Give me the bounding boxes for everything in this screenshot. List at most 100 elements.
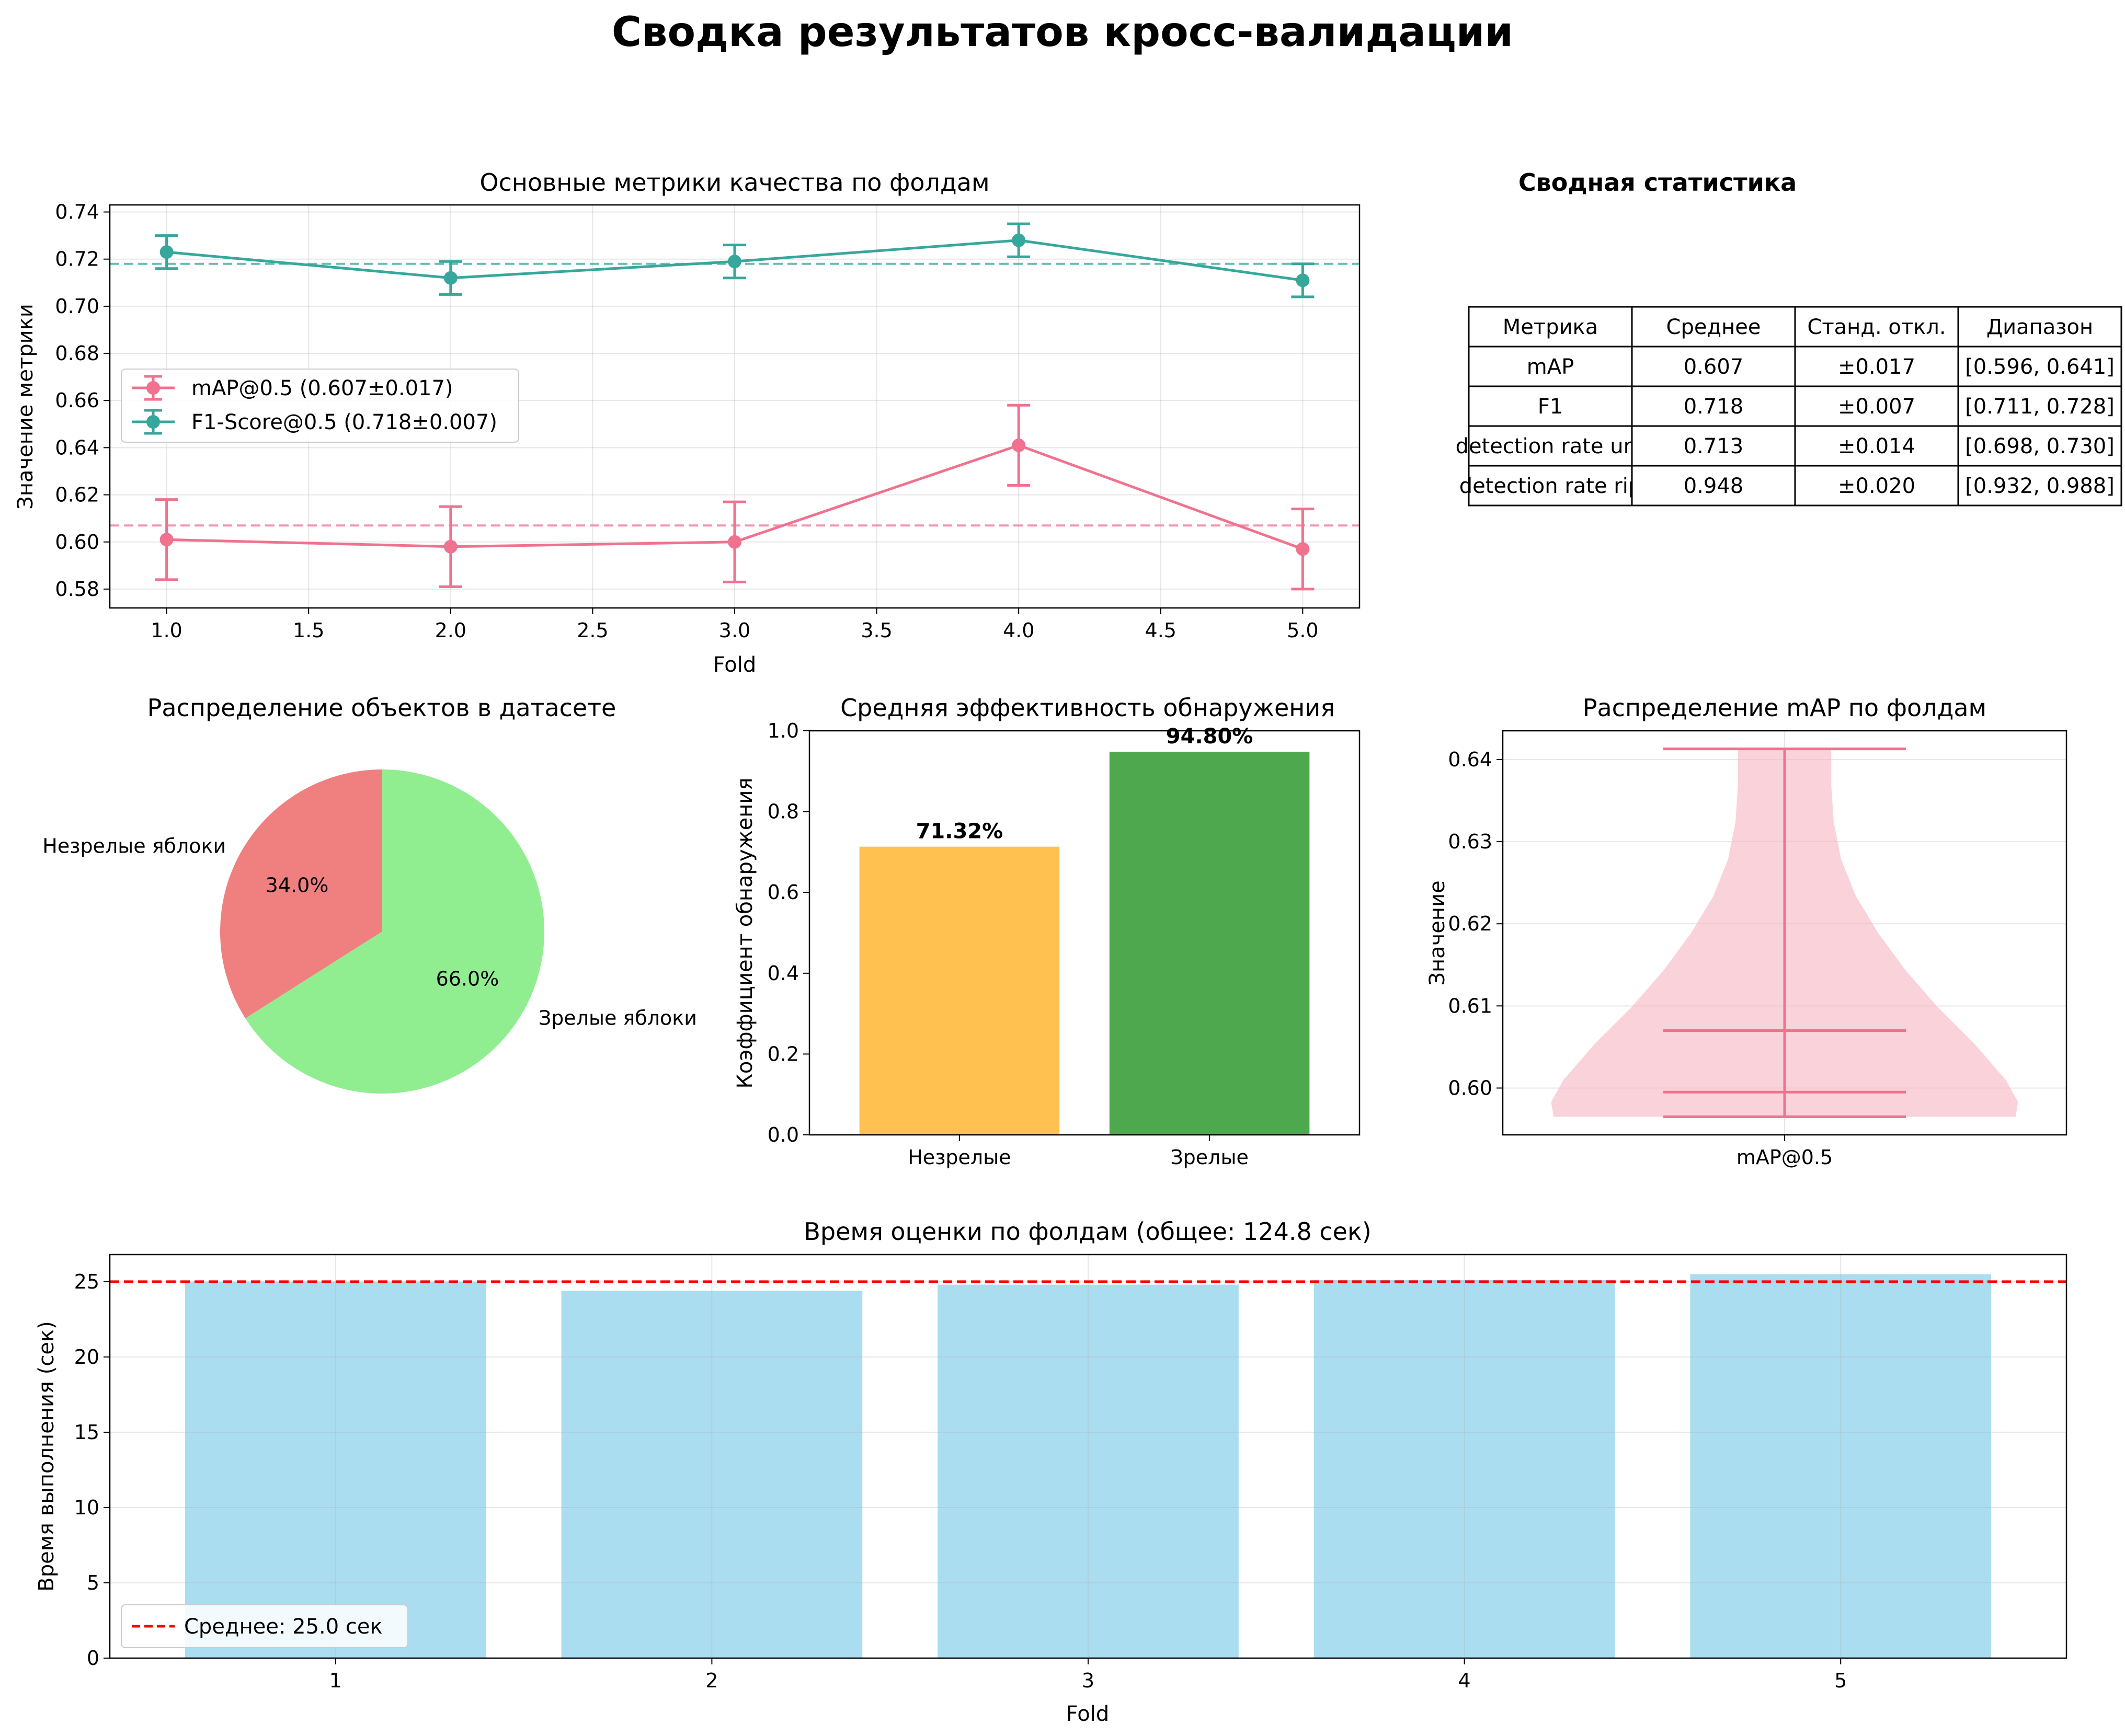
summary-table-panel: Сводная статистика Метрика Среднее Станд. … <box>1456 168 2122 507</box>
violin-y-tick-label: 0.63 <box>1448 830 1492 853</box>
detection-bar-label: 71.32% <box>916 820 1003 844</box>
table-cell-text: [0.698, 0.730] <box>1965 434 2115 458</box>
metrics-y-tick-label: 0.60 <box>55 531 99 554</box>
table-title: Сводная статистика <box>1518 168 1797 197</box>
timing-y-tick-label: 0 <box>87 1647 99 1670</box>
table-cell-text: [0.932, 0.988] <box>1965 474 2115 498</box>
table-cell-text: detection rate unr <box>1456 434 1646 458</box>
metrics-y-tick-label: 0.72 <box>55 248 99 271</box>
timing-y-tick-label: 20 <box>74 1346 99 1369</box>
metrics-point <box>159 245 174 259</box>
violin-y-tick-label: 0.60 <box>1448 1076 1492 1099</box>
metrics-legend-marker <box>146 415 160 429</box>
detection-y-tick-label: 0.6 <box>768 881 799 904</box>
timing-title: Время оценки по фолдам (общее: 124.8 сек… <box>804 1217 1371 1246</box>
violin-panel: 0.60 0.61 0.62 0.63 0.64 mAP@0.5 Распределени… <box>1425 694 2067 1169</box>
metrics-y-tick-label: 0.58 <box>55 578 99 601</box>
table-cell <box>1468 346 1633 387</box>
table-cell-text: ±0.007 <box>1838 395 1915 419</box>
pie-title: Распределение объектов в датасете <box>147 694 616 722</box>
metrics-panel: 1.0 1.5 2.0 2.5 3.0 3.5 4.0 4.5 5.0 0.58 0.60 0.62 0… <box>14 168 1361 677</box>
pie-slice <box>245 769 544 1094</box>
timing-legend-box <box>121 1604 408 1648</box>
pie-label: Зрелые яблоки <box>539 1006 697 1029</box>
timing-x-tick-label: 1 <box>329 1669 342 1692</box>
table-cell-text: 0.718 <box>1684 395 1744 419</box>
metrics-legend: mAP@0.5 (0.607±0.017) F1-Score@0.5 (0.718… <box>121 369 519 443</box>
timing-bar <box>1313 1280 1615 1658</box>
violin-y-tick-label: 0.64 <box>1448 748 1492 771</box>
table-header-cell: Метрика <box>1503 315 1598 339</box>
timing-y-tick-label: 5 <box>87 1571 99 1594</box>
metrics-y-tick-label: 0.70 <box>55 295 99 318</box>
detection-x-tick-label: Незрелые <box>908 1146 1011 1169</box>
table-cell <box>1957 385 2122 427</box>
suptitle: Сводка результатов кросс-валидации <box>612 9 1513 56</box>
timing-x-tick-label: 5 <box>1834 1669 1847 1692</box>
metrics-x-tick-label: 3.0 <box>719 619 750 642</box>
violin-title: Распределение mAP по фолдам <box>1583 694 1987 722</box>
violin-x-tick-label: mAP@0.5 <box>1736 1146 1833 1169</box>
table-cell <box>1794 346 1959 387</box>
metrics-legend-marker <box>146 381 160 395</box>
metrics-legend-box <box>121 369 519 443</box>
table-cell <box>1957 346 2122 387</box>
table-cell <box>1468 425 1633 467</box>
table-cell-text: 0.607 <box>1684 355 1744 379</box>
timing-bar <box>938 1284 1239 1658</box>
metrics-x-tick-label: 1.0 <box>151 619 182 642</box>
timing-y-tick-label: 10 <box>74 1496 99 1519</box>
table-cell <box>1957 465 2122 507</box>
table-cell-text: ±0.017 <box>1838 355 1915 379</box>
timing-y-tick-label: 15 <box>74 1421 99 1444</box>
table-cell <box>1794 465 1959 507</box>
detection-title: Средняя эффективность обнаружения <box>840 694 1335 722</box>
timing-y-tick-label: 25 <box>74 1270 99 1293</box>
violin-y-tick-label: 0.61 <box>1448 994 1492 1017</box>
metrics-legend-label: mAP@0.5 (0.607±0.017) <box>191 376 453 400</box>
detection-y-tick-label: 1.0 <box>768 719 799 742</box>
timing-ylabel: Время выполнения (сек) <box>35 1321 59 1591</box>
metrics-x-tick-label: 4.0 <box>1003 619 1034 642</box>
table-header-cell: Станд. откл. <box>1807 315 1946 339</box>
metrics-x-tick-label: 1.5 <box>293 619 324 642</box>
metrics-point <box>159 533 174 547</box>
detection-y-tick-label: 0.2 <box>768 1042 799 1065</box>
timing-xlabel: Fold <box>1066 1702 1110 1726</box>
table-cell-text: [0.596, 0.641] <box>1965 355 2115 379</box>
pie-pct-label: 66.0% <box>436 968 499 991</box>
metrics-point <box>443 539 458 554</box>
metrics-y-tick-label: 0.74 <box>55 201 99 224</box>
detection-bar <box>859 846 1060 1135</box>
metrics-point <box>1012 438 1026 452</box>
table-cell <box>1957 425 2122 467</box>
detection-axes-frame <box>808 730 1361 1136</box>
detection-ylabel: Коэффициент обнаружения <box>733 778 757 1089</box>
timing-x-tick-label: 3 <box>1082 1669 1094 1692</box>
detection-y-tick-label: 0.0 <box>768 1123 799 1146</box>
table-cell-text: F1 <box>1538 395 1563 419</box>
table-cell <box>1468 306 1633 348</box>
metrics-point <box>728 535 741 549</box>
metrics-x-tick-label: 2.0 <box>435 619 466 642</box>
metrics-x-tick-label: 2.5 <box>577 619 608 642</box>
detection-bar <box>1109 752 1310 1135</box>
table-cell-text: ±0.020 <box>1838 474 1915 498</box>
metrics-point <box>443 271 458 285</box>
pie-label: Незрелые яблоки <box>42 835 226 858</box>
timing-panel: 1 2 3 4 5 0 5 10 15 20 25 Время оценки по фолдам (… <box>35 1217 2067 1726</box>
metrics-point <box>1296 273 1310 288</box>
metrics-y-tick-label: 0.64 <box>55 436 99 459</box>
pie-slice <box>220 769 382 1019</box>
table-cell <box>1957 306 2122 348</box>
metrics-ylabel: Значение метрики <box>14 304 38 510</box>
violin-y-tick-label: 0.62 <box>1448 912 1492 935</box>
metrics-x-tick-label: 3.5 <box>861 619 892 642</box>
table-cell-text: 0.713 <box>1684 434 1744 458</box>
timing-x-tick-label: 4 <box>1458 1669 1471 1692</box>
table-cell-text: ±0.014 <box>1838 434 1915 458</box>
metrics-y-tick-label: 0.68 <box>55 342 99 365</box>
timing-bar <box>1690 1274 1992 1658</box>
metrics-point <box>1012 233 1026 247</box>
